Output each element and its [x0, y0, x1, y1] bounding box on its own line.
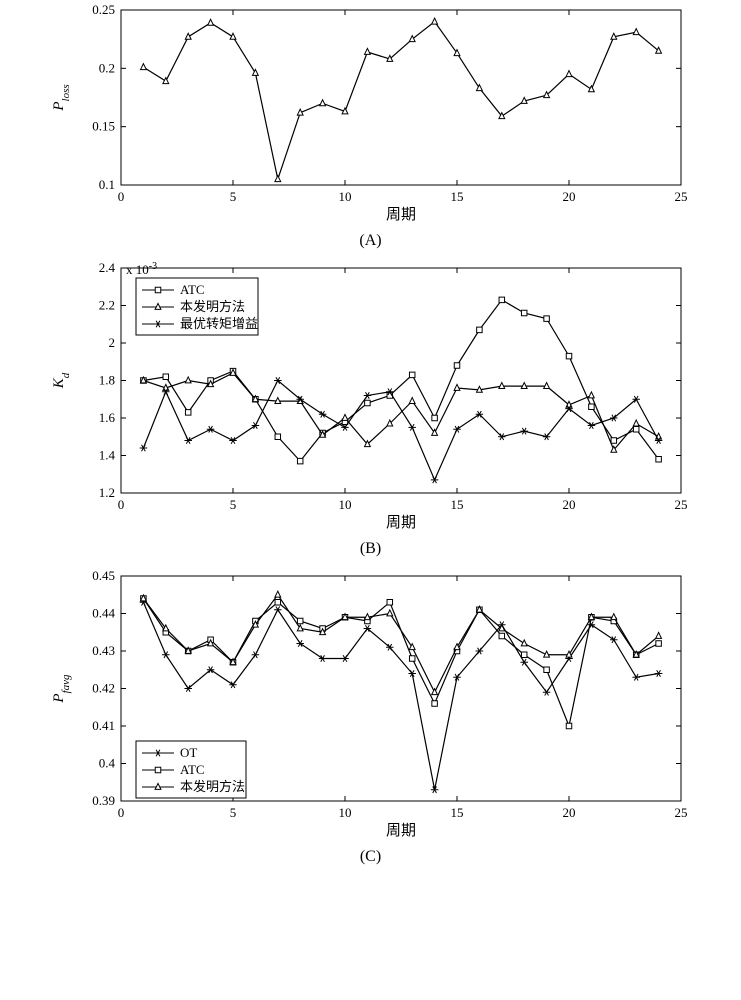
svg-text:25: 25	[674, 189, 687, 204]
svg-text:20: 20	[562, 805, 575, 820]
svg-text:0.1: 0.1	[98, 177, 114, 192]
svg-text:周期: 周期	[385, 514, 415, 531]
svg-text:10: 10	[338, 189, 351, 204]
svg-text:0.45: 0.45	[92, 568, 115, 583]
svg-text:0.41: 0.41	[92, 718, 115, 733]
svg-text:1.8: 1.8	[98, 373, 114, 388]
svg-text:0.25: 0.25	[92, 2, 115, 17]
svg-text:0: 0	[117, 497, 124, 512]
svg-text:0.39: 0.39	[92, 793, 115, 808]
subplot-a: 0 5 10 15 20 25 0.1 0.15 0.2 0.25 周期 Ploss	[41, 0, 701, 230]
svg-text:最优转矩增益: 最优转矩增益	[180, 316, 258, 331]
svg-text:0.2: 0.2	[98, 60, 114, 75]
figure-container: 05101520250.10.150.20.25周期Ploss (A) 0510…	[0, 0, 741, 874]
svg-text:5: 5	[229, 805, 236, 820]
subplot-b: 0 5 10 15 20 25 1.2 1.4 1.6 1.8 2 2.2 2.4 周期 Kd x 10-3 A…	[41, 258, 701, 538]
svg-text:15: 15	[450, 189, 463, 204]
svg-text:周期: 周期	[385, 822, 415, 839]
svg-text:10: 10	[338, 805, 351, 820]
sublabel-a: (A)	[359, 232, 381, 250]
svg-text:x 10-3: x 10-3	[126, 261, 157, 278]
svg-text:0: 0	[117, 189, 124, 204]
svg-text:0.44: 0.44	[92, 606, 115, 621]
svg-text:ATC: ATC	[180, 282, 205, 297]
svg-text:20: 20	[562, 189, 575, 204]
svg-text:5: 5	[229, 497, 236, 512]
svg-text:0: 0	[117, 805, 124, 820]
svg-text:Ploss: Ploss	[51, 84, 72, 111]
svg-text:20: 20	[562, 497, 575, 512]
svg-text:0.43: 0.43	[92, 643, 115, 658]
subplot-c: 0 5 10 15 20 25 0.39 0.4 0.41 0.42 0.43 0.44 0.45 周期 P…	[41, 566, 701, 846]
svg-text:0.42: 0.42	[92, 681, 115, 696]
svg-text:本发明方法: 本发明方法	[180, 779, 245, 794]
sublabel-c: (C)	[360, 848, 381, 866]
svg-text:15: 15	[450, 805, 463, 820]
svg-text:1.4: 1.4	[98, 448, 115, 463]
svg-text:5: 5	[229, 189, 236, 204]
svg-text:2: 2	[108, 335, 115, 350]
svg-text:25: 25	[674, 497, 687, 512]
svg-text:0.4: 0.4	[98, 756, 115, 771]
svg-text:Kd: Kd	[51, 372, 72, 389]
svg-text:本发明方法: 本发明方法	[180, 299, 245, 314]
svg-text:1.2: 1.2	[98, 485, 114, 500]
svg-text:0.15: 0.15	[92, 119, 115, 134]
svg-text:25: 25	[674, 805, 687, 820]
svg-text:10: 10	[338, 497, 351, 512]
svg-text:2.2: 2.2	[98, 298, 114, 313]
svg-text:OT: OT	[180, 745, 197, 760]
svg-text:2.4: 2.4	[98, 260, 115, 275]
svg-text:ATC: ATC	[180, 762, 205, 777]
svg-text:15: 15	[450, 497, 463, 512]
sublabel-b: (B)	[360, 540, 381, 558]
svg-text:1.6: 1.6	[98, 410, 115, 425]
svg-text:周期: 周期	[385, 206, 415, 223]
svg-text:Pfavg: Pfavg	[51, 674, 72, 704]
